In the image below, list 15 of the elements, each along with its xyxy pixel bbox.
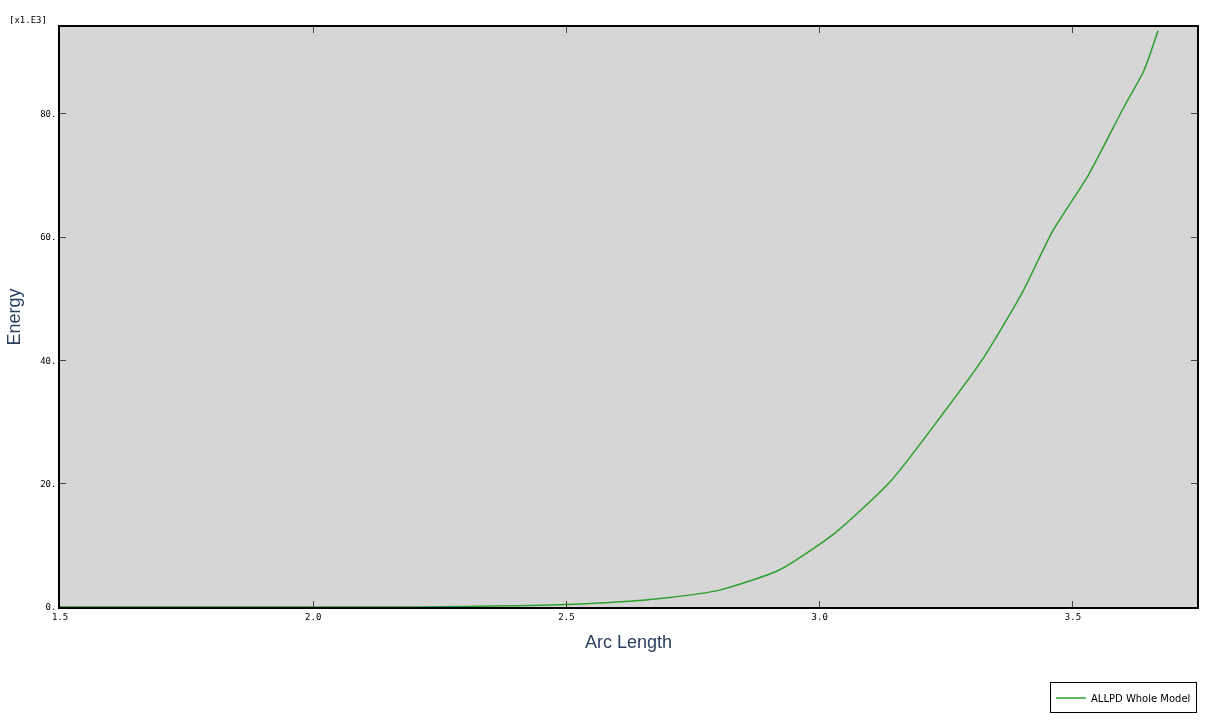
y-tick-label: 60. [40, 232, 57, 243]
x-axis-title: Arc Length [584, 632, 673, 653]
x-tick-label: 3.5 [1064, 611, 1082, 622]
y-tick-label: 40. [40, 355, 57, 366]
x-tick-label: 3.0 [811, 611, 828, 622]
x-tick-label: 1.5 [51, 611, 69, 622]
y-tick-label: 20. [40, 478, 57, 489]
legend-label: ALLPD Whole Model [1091, 692, 1191, 704]
line-series [60, 29, 1159, 607]
text: [x1.E3] [9, 15, 47, 25]
x-tick-label: 2.0 [305, 611, 322, 622]
x-tick-label: 2.5 [558, 611, 575, 622]
y-axis-title: Energy [3, 288, 24, 346]
y-tick-label: 80. [40, 109, 57, 120]
y-tick-label: 0. [45, 602, 57, 613]
